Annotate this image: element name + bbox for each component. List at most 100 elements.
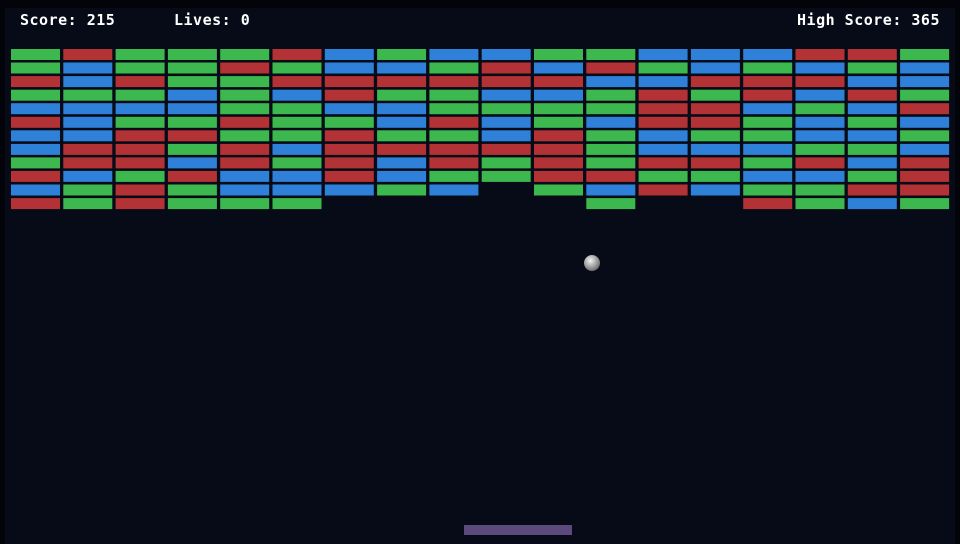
brick: [481, 157, 531, 169]
brick: [377, 89, 427, 101]
brick: [534, 76, 583, 88]
brick: [167, 76, 217, 88]
brick: [11, 76, 60, 88]
brick: [167, 170, 217, 182]
brick: [743, 49, 793, 60]
brick: [690, 130, 740, 142]
brick: [11, 184, 60, 196]
brick: [377, 103, 427, 115]
brick: [795, 116, 845, 128]
brick: [167, 103, 217, 115]
brick: [63, 116, 113, 128]
brick: [534, 130, 583, 142]
brick: [324, 89, 374, 101]
brick: [847, 170, 897, 182]
brick: [429, 76, 479, 88]
high-score: High Score: 365: [797, 11, 940, 29]
brick: [377, 157, 427, 169]
brick: [534, 116, 583, 128]
brick: [63, 89, 113, 101]
brick: [638, 89, 688, 101]
brick: [900, 49, 950, 60]
brick: [324, 130, 374, 142]
brick: [220, 130, 270, 142]
brick: [586, 49, 636, 60]
brick: [272, 76, 322, 88]
brick: [847, 157, 897, 169]
brick: [847, 89, 897, 101]
brick: [167, 157, 217, 169]
brick: [63, 198, 113, 210]
brick: [586, 184, 636, 196]
brick: [534, 184, 583, 196]
brick: [586, 130, 636, 142]
brick: [481, 116, 531, 128]
brick: [900, 198, 950, 210]
brick: [324, 143, 374, 155]
brick: [847, 49, 897, 60]
right-wall: [955, 0, 960, 544]
brick: [743, 103, 793, 115]
brick: [377, 184, 427, 196]
brick: [429, 130, 479, 142]
brick: [690, 49, 740, 60]
brick: [167, 184, 217, 196]
brick: [534, 103, 583, 115]
brick: [272, 198, 322, 210]
brick: [115, 49, 165, 60]
brick: [481, 170, 531, 182]
brick: [900, 143, 950, 155]
brick: [847, 62, 897, 74]
brick: [690, 157, 740, 169]
brick: [272, 157, 322, 169]
brick: [795, 89, 845, 101]
brick: [481, 49, 531, 60]
brick: [115, 157, 165, 169]
brick: [690, 89, 740, 101]
brick: [11, 130, 60, 142]
brick: [743, 184, 793, 196]
brick: [11, 89, 60, 101]
brick: [900, 116, 950, 128]
brick: [586, 157, 636, 169]
brick: [115, 116, 165, 128]
brick: [63, 49, 113, 60]
brick: [377, 49, 427, 60]
brick: [220, 143, 270, 155]
brick: [690, 184, 740, 196]
brick: [847, 198, 897, 210]
brick: [900, 62, 950, 74]
brick: [795, 157, 845, 169]
brick: [167, 62, 217, 74]
brick: [272, 184, 322, 196]
brick: [220, 49, 270, 60]
brick: [795, 143, 845, 155]
brick: [795, 198, 845, 210]
lives: Lives: 0: [174, 11, 251, 29]
brick: [324, 103, 374, 115]
brick: [377, 170, 427, 182]
brick: [534, 89, 583, 101]
brick: [63, 76, 113, 88]
brick: [167, 143, 217, 155]
brick: [324, 170, 374, 182]
brick: [900, 130, 950, 142]
brick: [795, 49, 845, 60]
brick: [795, 130, 845, 142]
brick: [115, 170, 165, 182]
brick: [586, 62, 636, 74]
brick: [63, 130, 113, 142]
brick: [481, 143, 531, 155]
brick: [220, 89, 270, 101]
brick: [429, 103, 479, 115]
brick: [795, 103, 845, 115]
brick: [324, 157, 374, 169]
brick: [586, 76, 636, 88]
brick: [743, 116, 793, 128]
brick: [638, 76, 688, 88]
brick: [534, 49, 583, 60]
brick: [324, 49, 374, 60]
brick: [638, 130, 688, 142]
brick: [534, 157, 583, 169]
